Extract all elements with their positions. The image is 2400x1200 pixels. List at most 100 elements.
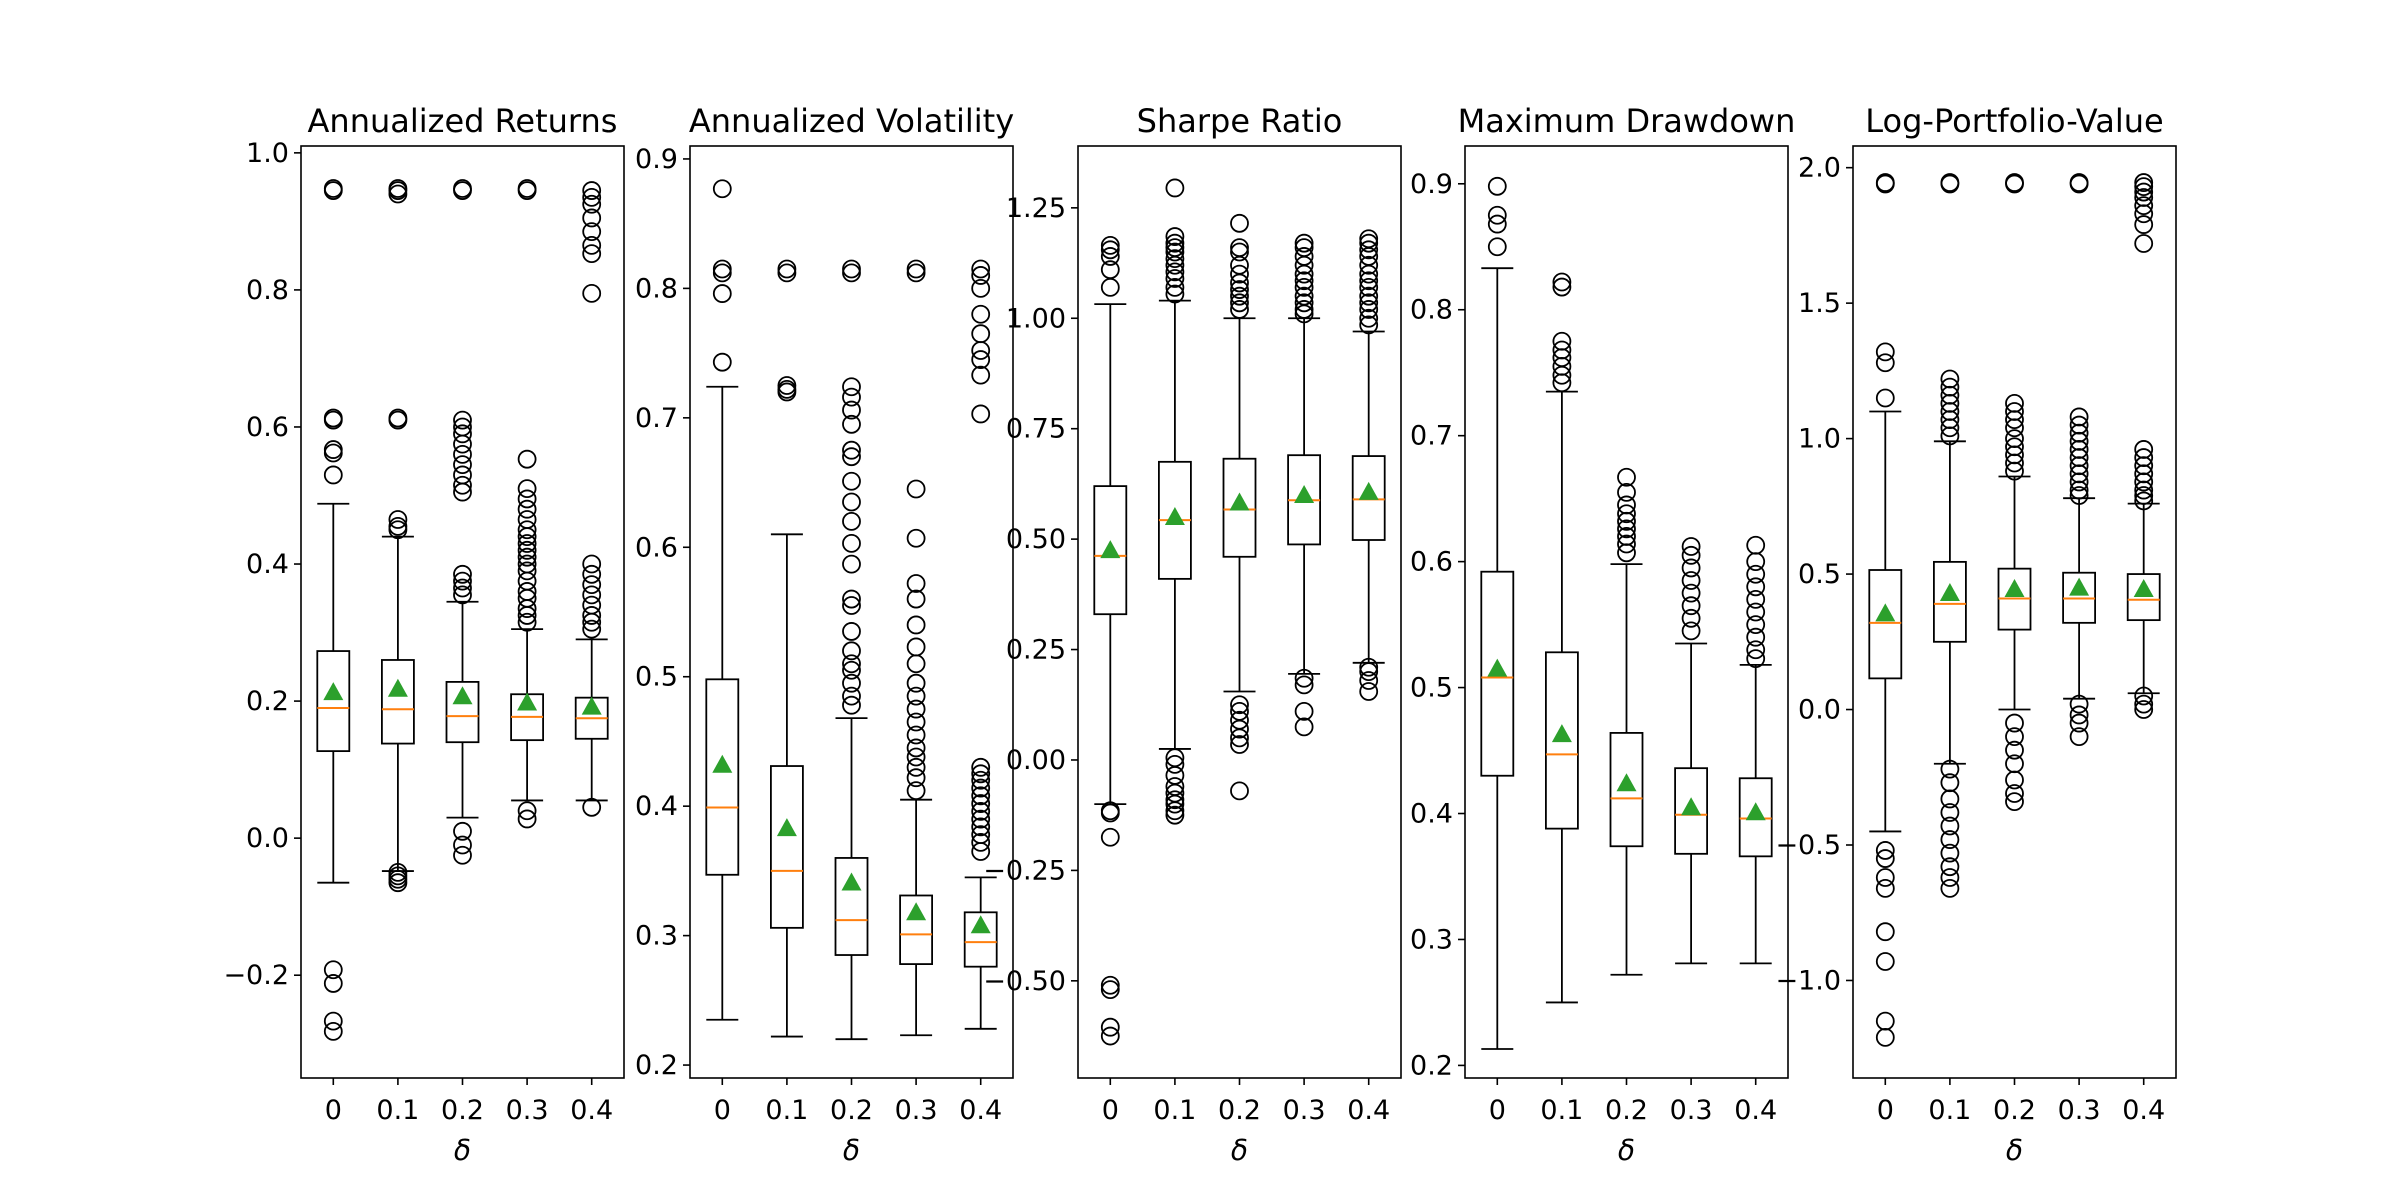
outlier-point <box>906 712 926 732</box>
outlier-point <box>971 365 991 385</box>
outlier-point <box>1359 662 1379 682</box>
y-tick-label: 0.0 <box>1798 695 1841 726</box>
outlier-point <box>388 510 408 529</box>
outlier-point <box>1165 805 1185 825</box>
mean-marker <box>387 678 408 697</box>
outlier-point <box>777 263 797 283</box>
outlier-point <box>1746 564 1766 584</box>
box-0.3 <box>1674 537 1708 965</box>
mean-marker <box>1939 583 1960 602</box>
outlier-point <box>453 845 472 865</box>
x-tick-label: 0.1 <box>765 1095 808 1126</box>
x-tick-label: 0.2 <box>1218 1095 1261 1126</box>
outlier-point <box>1681 596 1701 616</box>
iqr-box <box>834 857 869 956</box>
outlier-point <box>971 778 991 798</box>
outlier-point <box>2069 472 2089 492</box>
outlier-point <box>453 434 472 454</box>
outlier-point <box>323 443 343 463</box>
box-0 <box>316 179 351 1041</box>
box-0.2 <box>1609 467 1644 976</box>
outlier-point <box>971 757 991 777</box>
iqr-box <box>1351 455 1386 541</box>
outlier-point <box>1294 277 1314 297</box>
outlier-point <box>1875 878 1895 898</box>
axes-frame <box>1464 145 1789 1079</box>
outlier-point <box>1617 534 1636 554</box>
outlier-point <box>1359 308 1379 328</box>
outlier-point <box>517 561 537 581</box>
chart-panel-3: Sharpe Ratio −0.50 −0.25 0.00 0.25 0.50 0.75 1.… <box>983 102 1402 1167</box>
outlier-point <box>842 660 861 680</box>
outlier-point <box>388 410 408 430</box>
outlier-point <box>1746 640 1766 660</box>
outlier-point <box>906 637 926 657</box>
outlier-point <box>582 283 602 303</box>
outlier-point <box>1940 173 1960 192</box>
outlier-point <box>842 471 861 491</box>
chart-title: Sharpe Ratio <box>1137 102 1343 140</box>
box-0.4 <box>574 181 609 817</box>
y-tick-label: 2.0 <box>1798 153 1841 184</box>
outlier-point <box>1100 235 1120 255</box>
outlier-point <box>582 612 602 632</box>
outlier-point <box>842 400 861 420</box>
outlier-point <box>1230 293 1249 313</box>
mean-marker <box>1875 603 1896 622</box>
outlier-point <box>323 410 343 430</box>
chart-panel-1: Annualized Returns −0.2 0.0 0.2 0.4 0.6 0.8 1.0… <box>223 102 625 1167</box>
outlier-point <box>1487 205 1507 225</box>
outlier-point <box>1875 841 1895 860</box>
iqr-box <box>1933 560 1967 643</box>
outlier-point <box>842 654 861 674</box>
outlier-point <box>1230 300 1249 319</box>
y-tick-label: 0.5 <box>635 662 678 693</box>
outlier-point <box>842 622 861 641</box>
outlier-point <box>453 181 472 200</box>
mean-marker <box>2004 578 2025 597</box>
outlier-point <box>842 554 861 574</box>
outlier-point <box>1487 176 1507 196</box>
outlier-point <box>2069 480 2089 500</box>
outlier-point <box>1940 773 1960 793</box>
x-tick-label: 0.1 <box>1153 1095 1196 1126</box>
outlier-point <box>2134 486 2154 505</box>
outlier-point <box>777 259 797 279</box>
outlier-point <box>1940 843 1960 863</box>
outlier-point <box>2134 196 2154 216</box>
outlier-point <box>517 571 537 591</box>
mean-marker <box>1551 724 1572 743</box>
y-tick-label: 0.50 <box>1006 524 1066 555</box>
box-0.3 <box>899 259 933 1037</box>
outlier-point <box>582 564 602 584</box>
x-tick-label: 0.1 <box>1928 1095 1971 1126</box>
outlier-point <box>1230 728 1249 748</box>
outlier-point <box>323 960 343 980</box>
outlier-point <box>1359 682 1379 701</box>
outlier-point <box>517 489 537 509</box>
outlier-point <box>1165 754 1185 774</box>
outlier-point <box>2005 740 2024 760</box>
outlier-point <box>453 578 472 598</box>
y-tick-label: 0.5 <box>1410 673 1453 704</box>
outlier-point <box>2005 727 2024 747</box>
box-0.4 <box>2126 173 2161 719</box>
outlier-point <box>517 527 537 547</box>
outlier-point <box>1552 373 1572 393</box>
outlier-point <box>2005 174 2024 194</box>
box-0.1 <box>770 259 804 1038</box>
outlier-point <box>1165 269 1185 288</box>
outlier-point <box>2005 770 2024 790</box>
outlier-point <box>1230 213 1249 233</box>
outlier-point <box>582 595 602 615</box>
outlier-point <box>1230 280 1249 299</box>
outlier-point <box>2134 480 2154 500</box>
outlier-point <box>1617 504 1636 524</box>
iqr-box <box>1093 485 1128 616</box>
outlier-point <box>1165 242 1185 262</box>
chart-title: Annualized Returns <box>308 102 618 140</box>
y-tick-label: 0.9 <box>1410 169 1453 200</box>
mean-marker <box>776 818 797 837</box>
x-tick-label: 0.3 <box>1670 1095 1713 1126</box>
outlier-point <box>842 596 861 615</box>
